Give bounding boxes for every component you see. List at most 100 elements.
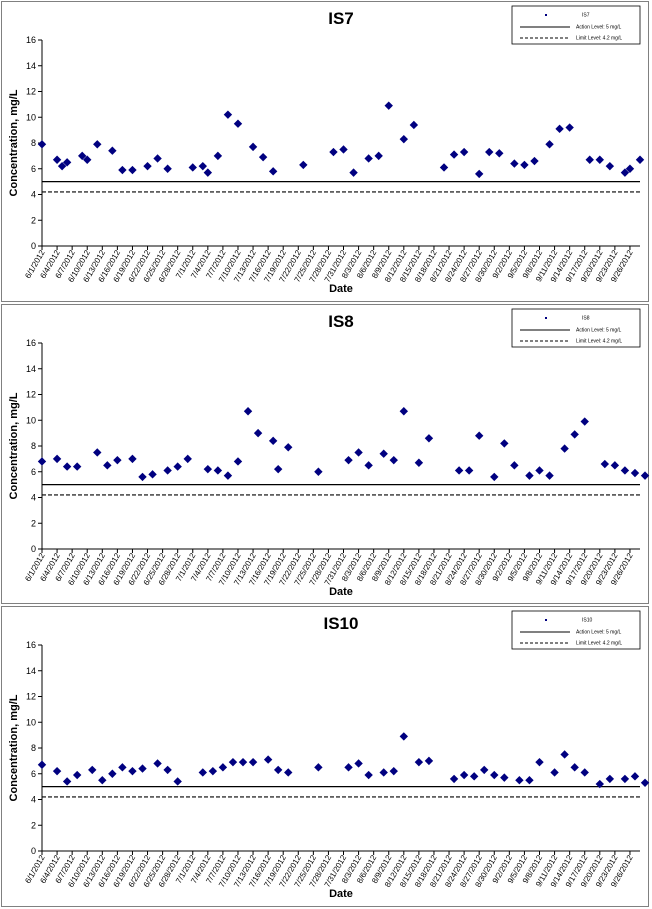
data-point — [364, 770, 373, 780]
legend-label-limit: Limit Level: 4.2 mg/L — [576, 339, 622, 345]
data-point — [118, 763, 127, 772]
data-point — [495, 149, 504, 158]
y-tick-label: 4 — [31, 493, 36, 503]
data-point — [37, 457, 47, 466]
legend-label-series: IS8 — [582, 316, 590, 322]
data-point — [183, 454, 192, 464]
legend-marker-series — [545, 317, 547, 319]
data-point — [273, 765, 283, 775]
data-point — [344, 763, 353, 772]
data-point — [414, 757, 424, 767]
y-tick-label: 4 — [31, 190, 36, 200]
data-point — [108, 769, 117, 778]
data-point — [474, 169, 484, 179]
y-tick-label: 10 — [26, 415, 36, 425]
y-tick-label: 0 — [31, 544, 36, 554]
legend-box — [511, 610, 641, 650]
chart-panel-is10: IS10 0 2 4 6 8 10 12 14 16 6/1/2012 6/4/2012 6/7/201… — [1, 606, 650, 907]
data-point — [545, 471, 554, 480]
data-point — [620, 168, 630, 177]
data-point — [500, 439, 509, 448]
data-point — [635, 155, 645, 164]
data-point — [243, 407, 253, 416]
data-point — [469, 772, 479, 781]
data-point — [555, 124, 564, 134]
data-point — [233, 457, 243, 466]
data-point — [580, 768, 589, 777]
data-point — [83, 155, 92, 164]
data-point — [640, 471, 650, 480]
data-point — [520, 160, 529, 170]
data-point — [399, 732, 409, 741]
data-point — [485, 147, 494, 157]
data-point — [414, 458, 424, 467]
data-point — [218, 763, 228, 772]
data-point — [62, 158, 72, 167]
y-tick-label: 12 — [26, 390, 36, 400]
data-point — [630, 772, 640, 781]
y-tick-label: 16 — [26, 640, 36, 650]
y-tick-label: 6 — [31, 467, 36, 477]
data-point — [143, 161, 152, 171]
y-tick-label: 8 — [31, 743, 36, 753]
data-point — [364, 154, 373, 163]
data-point — [128, 165, 137, 175]
data-point — [500, 773, 509, 782]
data-point — [208, 766, 218, 776]
y-tick-label: 2 — [31, 518, 36, 528]
data-point — [228, 757, 238, 767]
data-point — [510, 159, 519, 168]
data-point — [424, 756, 434, 766]
data-point — [108, 146, 117, 155]
data-point — [354, 759, 363, 768]
y-tick-label: 8 — [31, 441, 36, 451]
data-point — [273, 464, 283, 474]
data-point — [138, 472, 147, 482]
y-axis-title: Concentration, mg/L — [8, 694, 20, 801]
x-axis-title: Date — [329, 283, 353, 295]
legend-label-action: Action Level: 5 mg/L — [576, 328, 622, 334]
y-tick-label: 10 — [26, 717, 36, 727]
data-point — [625, 164, 635, 173]
data-point — [52, 766, 62, 776]
y-tick-label: 14 — [26, 364, 36, 374]
data-point — [384, 101, 393, 110]
chart-title: IS10 — [324, 614, 359, 633]
data-point — [329, 147, 338, 157]
data-point — [424, 434, 434, 443]
data-point — [103, 461, 112, 470]
data-point — [600, 459, 610, 469]
data-point — [314, 763, 323, 772]
data-point — [474, 431, 484, 440]
legend-label-action: Action Level: 5 mg/L — [576, 630, 622, 636]
data-point — [605, 161, 615, 171]
data-point — [213, 151, 223, 161]
y-tick-label: 0 — [31, 846, 36, 856]
y-tick-label: 16 — [26, 35, 36, 45]
data-point — [459, 770, 469, 780]
data-point — [510, 461, 519, 470]
y-tick-label: 10 — [26, 112, 36, 122]
data-point — [284, 443, 293, 452]
legend-label-action: Action Level: 5 mg/L — [576, 25, 622, 31]
data-point — [233, 119, 243, 128]
data-point — [62, 777, 72, 786]
data-point — [138, 764, 147, 773]
y-axis-title: Concentration, mg/L — [8, 392, 20, 499]
data-point — [268, 436, 278, 446]
data-point — [364, 461, 373, 470]
data-point — [198, 161, 208, 171]
data-point — [98, 775, 107, 785]
chart-svg-is10: IS1002468101214166/1/20126/4/20126/7/201… — [8, 610, 650, 900]
chart-panel-is7: IS7 0 2 4 6 8 10 12 14 16 6/1/2012 6/4/2012 6/7/2012… — [1, 1, 649, 302]
legend-label-series: IS10 — [582, 618, 593, 624]
data-point — [525, 775, 534, 785]
data-point — [128, 766, 137, 776]
data-point — [268, 167, 278, 176]
data-point — [203, 168, 213, 177]
data-point — [258, 152, 268, 162]
y-tick-label: 0 — [31, 241, 36, 251]
data-point — [153, 154, 162, 163]
data-point — [344, 455, 353, 465]
data-point — [118, 165, 127, 175]
